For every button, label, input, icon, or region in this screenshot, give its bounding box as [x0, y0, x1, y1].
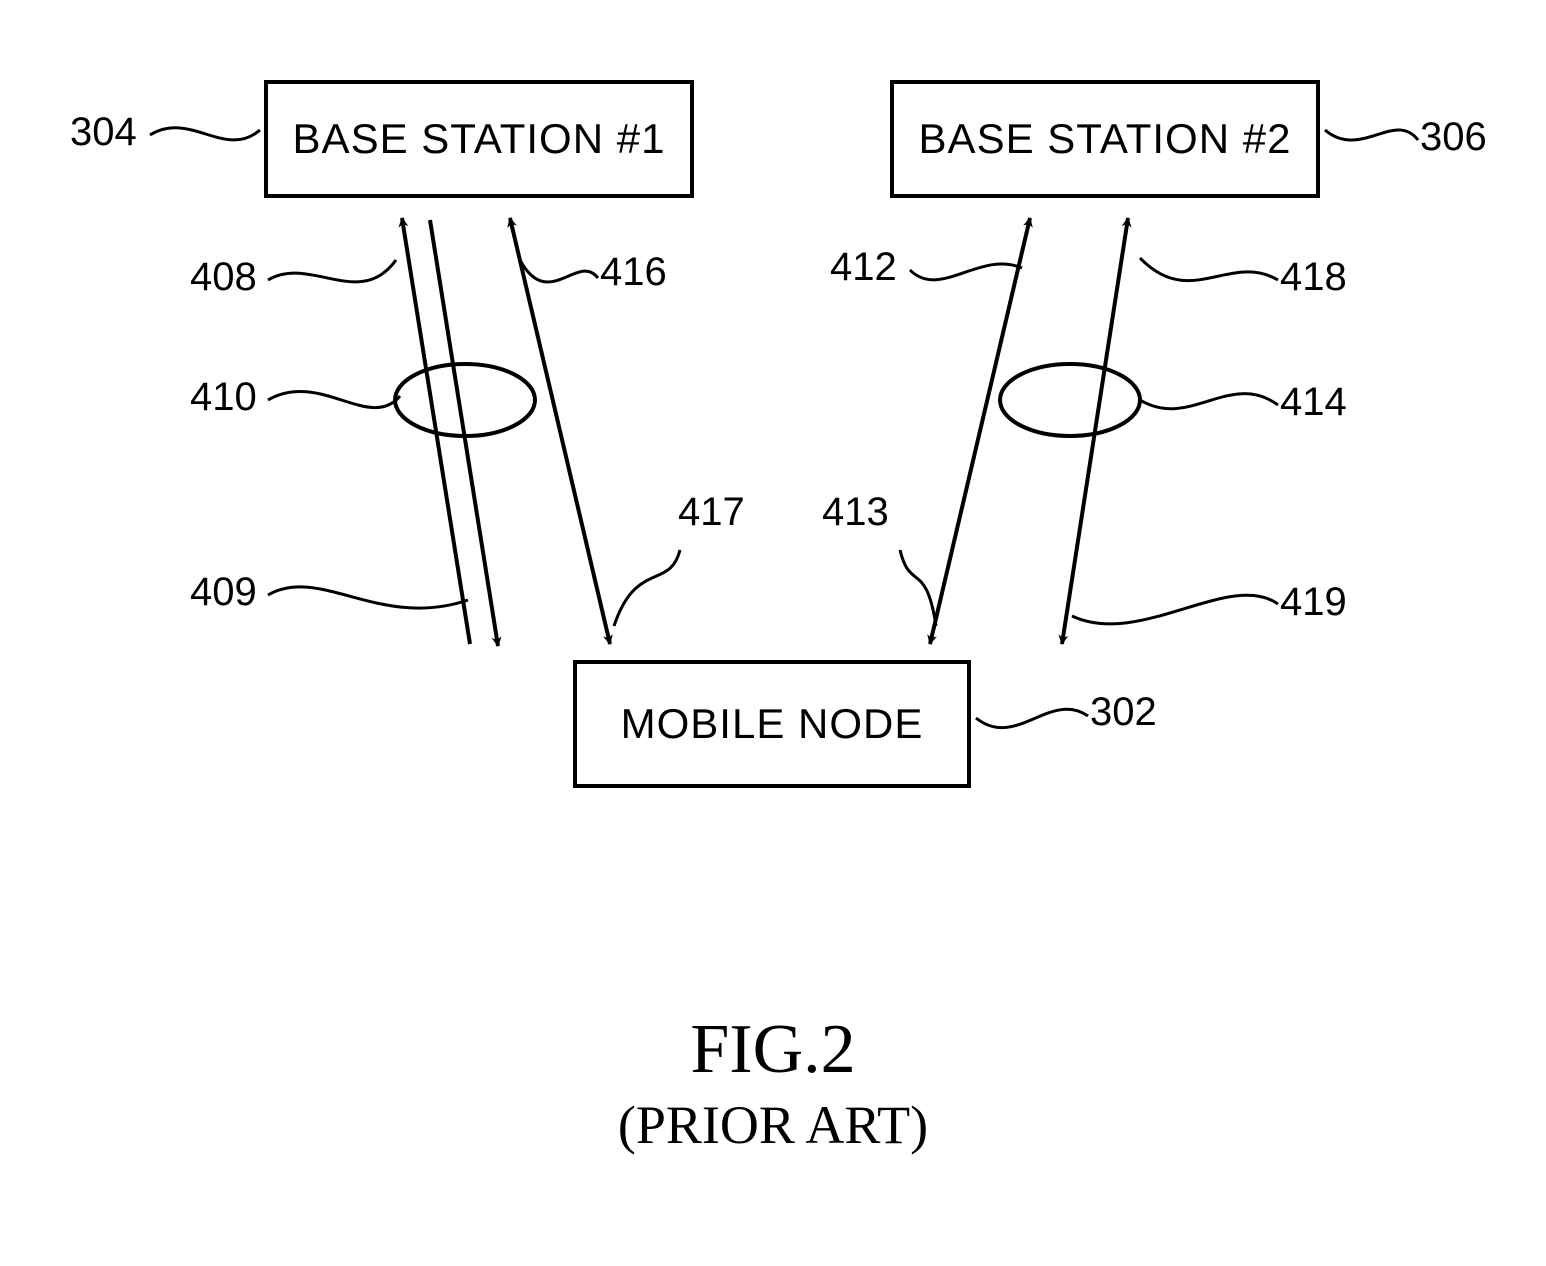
arrow-416-417	[510, 218, 610, 644]
leader-416	[520, 260, 598, 282]
ref-417: 417	[678, 490, 745, 535]
ellipse-410	[395, 364, 535, 436]
ref-410: 410	[190, 375, 257, 420]
ref-304: 304	[70, 110, 137, 155]
leader-409	[268, 587, 468, 608]
leader-410	[268, 392, 400, 408]
ref-306: 306	[1420, 115, 1487, 160]
leader-418	[1140, 258, 1278, 281]
leader-413	[900, 550, 936, 626]
base-station-2-box: BASE STATION #2	[890, 80, 1320, 198]
mobile-node-label: MOBILE NODE	[621, 700, 924, 748]
leader-414	[1140, 394, 1278, 409]
leader-412	[910, 264, 1022, 280]
leader-419	[1072, 595, 1278, 624]
leader-417	[614, 550, 680, 626]
figure-title-sub: (PRIOR ART)	[0, 1094, 1546, 1156]
ref-416: 416	[600, 250, 667, 295]
ref-419: 419	[1280, 580, 1347, 625]
leader-408	[268, 260, 396, 282]
mobile-node-box: MOBILE NODE	[573, 660, 971, 788]
base-station-1-box: BASE STATION #1	[264, 80, 694, 198]
figure-title-main: FIG.2	[0, 1010, 1546, 1090]
ref-418: 418	[1280, 255, 1347, 300]
leader-302	[976, 709, 1088, 727]
ref-408: 408	[190, 255, 257, 300]
figure-caption: FIG.2 (PRIOR ART)	[0, 1010, 1546, 1156]
arrow-412-413	[930, 218, 1030, 644]
ref-413: 413	[822, 490, 889, 535]
ellipse-414	[1000, 364, 1140, 436]
leader-304	[150, 128, 260, 140]
ref-302: 302	[1090, 690, 1157, 735]
leader-306	[1325, 130, 1418, 140]
arrow-409	[430, 220, 498, 646]
ref-409: 409	[190, 570, 257, 615]
arrow-408	[402, 218, 470, 644]
diagram-canvas: BASE STATION #1 BASE STATION #2 MOBILE N…	[0, 0, 1546, 1266]
ref-414: 414	[1280, 380, 1347, 425]
arrow-418-419	[1062, 218, 1128, 644]
base-station-2-label: BASE STATION #2	[919, 115, 1292, 163]
base-station-1-label: BASE STATION #1	[293, 115, 666, 163]
ref-412: 412	[830, 245, 897, 290]
